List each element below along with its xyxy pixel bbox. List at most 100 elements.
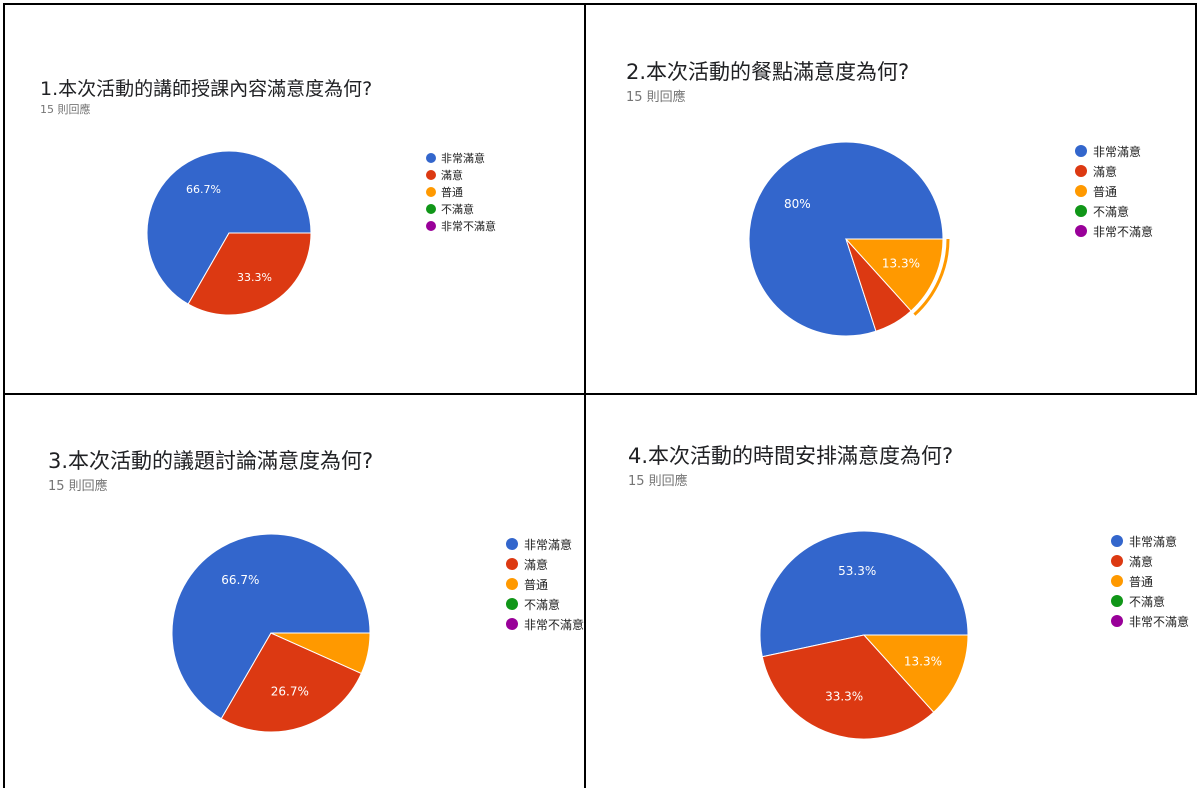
legend-swatch-very-satisfied bbox=[1111, 535, 1123, 547]
legend-swatch-very-dissatisfied bbox=[1111, 615, 1123, 627]
legend-item-dissatisfied[interactable]: 不滿意 bbox=[1111, 591, 1189, 611]
legend-swatch-very-satisfied bbox=[426, 152, 436, 163]
data-label-neutral: 13.3% bbox=[904, 654, 942, 668]
data-label-satisfied: 26.7% bbox=[271, 685, 309, 699]
legend-item-very-satisfied[interactable]: 非常滿意 bbox=[426, 149, 496, 166]
border-right bbox=[1195, 3, 1197, 395]
legend-item-dissatisfied[interactable]: 不滿意 bbox=[506, 594, 584, 614]
legend-swatch-very-dissatisfied bbox=[506, 618, 518, 630]
legend-4: 非常滿意滿意普通不滿意非常不滿意 bbox=[1111, 531, 1189, 631]
legend-item-neutral[interactable]: 普通 bbox=[426, 183, 496, 200]
legend-item-very-satisfied[interactable]: 非常滿意 bbox=[506, 534, 584, 554]
legend-swatch-satisfied bbox=[426, 169, 436, 180]
data-label-very-satisfied: 80% bbox=[784, 197, 811, 211]
chart-title-1: 1.本次活動的講師授課內容滿意度為何? bbox=[40, 78, 373, 100]
pie-slice-satisfied[interactable] bbox=[761, 634, 935, 740]
pie-slice-neutral[interactable] bbox=[862, 634, 969, 713]
legend-label-neutral: 普通 bbox=[441, 185, 463, 199]
chart-subtitle-4: 15 則回應 bbox=[628, 474, 688, 489]
data-label-neutral: 13.3% bbox=[882, 257, 920, 271]
pie-slice-neutral[interactable] bbox=[270, 632, 371, 675]
data-label-very-satisfied: 53.3% bbox=[838, 564, 876, 578]
legend-swatch-neutral bbox=[506, 578, 518, 590]
legend-swatch-neutral bbox=[426, 186, 436, 197]
legend-item-very-dissatisfied[interactable]: 非常不滿意 bbox=[506, 614, 584, 634]
legend-label-neutral: 普通 bbox=[524, 577, 549, 592]
legend-swatch-neutral bbox=[1111, 575, 1123, 587]
data-label-very-satisfied: 66.7% bbox=[221, 573, 259, 587]
pie-slice-neutral[interactable] bbox=[844, 238, 944, 312]
legend-swatch-very-dissatisfied bbox=[1075, 225, 1087, 237]
legend-label-very-dissatisfied: 非常不滿意 bbox=[1093, 224, 1154, 239]
chart-title-2: 2.本次活動的餐點滿意度為何? bbox=[626, 60, 910, 84]
legend-item-very-satisfied[interactable]: 非常滿意 bbox=[1075, 141, 1153, 161]
legend-label-very-satisfied: 非常滿意 bbox=[524, 537, 573, 552]
data-label-satisfied: 33.3% bbox=[825, 690, 863, 704]
legend-swatch-dissatisfied bbox=[1075, 205, 1087, 217]
legend-item-dissatisfied[interactable]: 不滿意 bbox=[1075, 201, 1153, 221]
legend-label-very-dissatisfied: 非常不滿意 bbox=[1129, 614, 1190, 629]
legend-item-satisfied[interactable]: 滿意 bbox=[1075, 161, 1153, 181]
legend-swatch-dissatisfied bbox=[1111, 595, 1123, 607]
legend-label-very-satisfied: 非常滿意 bbox=[1129, 534, 1178, 549]
legend-item-neutral[interactable]: 普通 bbox=[506, 574, 584, 594]
legend-item-satisfied[interactable]: 滿意 bbox=[1111, 551, 1189, 571]
legend-swatch-dissatisfied bbox=[426, 203, 436, 214]
legend-swatch-very-dissatisfied bbox=[426, 220, 436, 231]
border-left bbox=[3, 3, 5, 788]
legend-item-dissatisfied[interactable]: 不滿意 bbox=[426, 200, 496, 217]
border-middle-horizontal bbox=[3, 393, 1197, 395]
legend-label-dissatisfied: 不滿意 bbox=[441, 202, 474, 216]
legend-label-satisfied: 滿意 bbox=[441, 168, 463, 182]
legend-item-very-dissatisfied[interactable]: 非常不滿意 bbox=[426, 217, 496, 234]
legend-label-dissatisfied: 不滿意 bbox=[1093, 204, 1130, 219]
legend-2: 非常滿意滿意普通不滿意非常不滿意 bbox=[1075, 141, 1153, 241]
legend-1: 非常滿意滿意普通不滿意非常不滿意 bbox=[426, 149, 496, 234]
border-top bbox=[3, 3, 1197, 5]
legend-3: 非常滿意滿意普通不滿意非常不滿意 bbox=[506, 534, 584, 634]
chart-title-4: 4.本次活動的時間安排滿意度為何? bbox=[628, 444, 954, 468]
legend-item-satisfied[interactable]: 滿意 bbox=[506, 554, 584, 574]
legend-item-very-dissatisfied[interactable]: 非常不滿意 bbox=[1075, 221, 1153, 241]
pie-slice-satisfied[interactable] bbox=[187, 232, 312, 316]
legend-label-satisfied: 滿意 bbox=[524, 557, 549, 572]
legend-item-neutral[interactable]: 普通 bbox=[1111, 571, 1189, 591]
legend-item-neutral[interactable]: 普通 bbox=[1075, 181, 1153, 201]
legend-label-satisfied: 滿意 bbox=[1129, 554, 1154, 569]
pie-slice-highlight-neutral bbox=[913, 238, 950, 316]
legend-item-very-satisfied[interactable]: 非常滿意 bbox=[1111, 531, 1189, 551]
chart-subtitle-3: 15 則回應 bbox=[48, 479, 108, 494]
pie-slice-very-satisfied[interactable] bbox=[146, 150, 312, 305]
data-label-very-satisfied: 66.7% bbox=[186, 183, 221, 196]
legend-label-satisfied: 滿意 bbox=[1093, 164, 1118, 179]
chart-subtitle-1: 15 則回應 bbox=[40, 103, 91, 116]
legend-item-satisfied[interactable]: 滿意 bbox=[426, 166, 496, 183]
pie-slice-very-satisfied[interactable] bbox=[759, 530, 969, 658]
data-label-satisfied: 33.3% bbox=[237, 271, 272, 284]
legend-label-very-dissatisfied: 非常不滿意 bbox=[441, 219, 496, 233]
legend-label-dissatisfied: 不滿意 bbox=[524, 597, 561, 612]
pie-slice-very-satisfied[interactable] bbox=[171, 533, 371, 720]
pie-slice-satisfied[interactable] bbox=[220, 632, 363, 733]
legend-swatch-satisfied bbox=[1075, 165, 1087, 177]
chart-subtitle-2: 15 則回應 bbox=[626, 90, 686, 105]
legend-label-very-satisfied: 非常滿意 bbox=[441, 151, 485, 165]
legend-swatch-very-satisfied bbox=[1075, 145, 1087, 157]
legend-label-very-satisfied: 非常滿意 bbox=[1093, 144, 1142, 159]
legend-label-dissatisfied: 不滿意 bbox=[1129, 594, 1166, 609]
legend-swatch-satisfied bbox=[506, 558, 518, 570]
legend-label-neutral: 普通 bbox=[1129, 574, 1154, 589]
legend-swatch-satisfied bbox=[1111, 555, 1123, 567]
legend-label-neutral: 普通 bbox=[1093, 184, 1118, 199]
legend-label-very-dissatisfied: 非常不滿意 bbox=[524, 617, 585, 632]
legend-swatch-dissatisfied bbox=[506, 598, 518, 610]
legend-item-very-dissatisfied[interactable]: 非常不滿意 bbox=[1111, 611, 1189, 631]
border-middle-vertical bbox=[584, 3, 586, 788]
legend-swatch-neutral bbox=[1075, 185, 1087, 197]
legend-swatch-very-satisfied bbox=[506, 538, 518, 550]
chart-title-3: 3.本次活動的議題討論滿意度為何? bbox=[48, 449, 374, 473]
